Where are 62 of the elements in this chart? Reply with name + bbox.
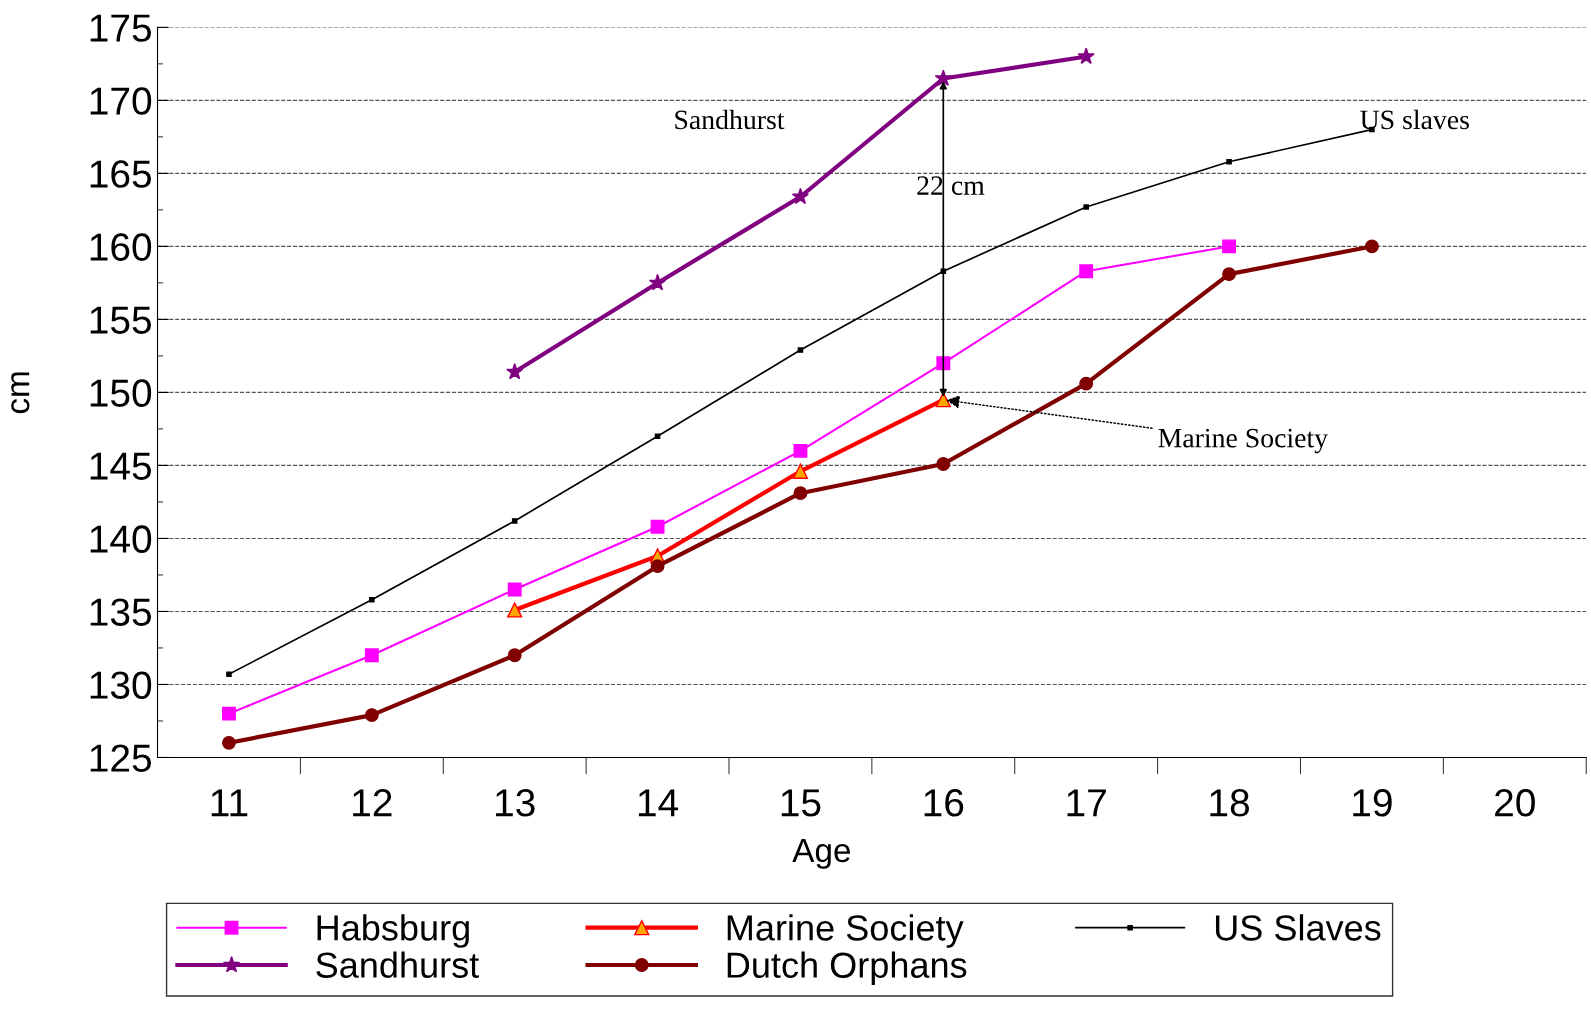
y-axis-title: cm <box>11 372 30 414</box>
x-tick-label: 15 <box>781 789 821 817</box>
annotation: Sandhurst <box>675 109 785 130</box>
x-axis-title: Age <box>792 838 851 869</box>
point <box>1226 158 1232 165</box>
point <box>793 443 808 458</box>
annotation: 22 cm <box>917 176 985 195</box>
point <box>650 559 665 574</box>
point <box>1079 264 1094 279</box>
y-tick-label: 175 <box>90 14 152 42</box>
x-tick-label: 14 <box>638 789 679 817</box>
point <box>654 433 661 440</box>
point <box>791 187 810 205</box>
point <box>1079 376 1094 391</box>
legend-label: Habsburg <box>317 914 469 948</box>
y-tick-label: 160 <box>90 233 152 261</box>
point <box>507 602 523 618</box>
legend-label: US Slaves <box>1215 914 1381 941</box>
point <box>1222 267 1236 282</box>
x-tick-label: 11 <box>211 789 248 817</box>
point <box>221 706 236 721</box>
point <box>369 596 375 603</box>
y-tick-label: 145 <box>90 452 152 480</box>
point <box>364 708 379 723</box>
x-tick-label: 12 <box>353 789 392 817</box>
y-tick-label: 165 <box>90 160 152 188</box>
point <box>797 347 804 353</box>
y-tick-label: 140 <box>90 525 152 553</box>
point <box>364 648 379 663</box>
x-tick-label: 13 <box>496 789 535 817</box>
y-tick-label: 130 <box>90 671 152 699</box>
point <box>936 457 951 471</box>
point <box>1077 47 1095 65</box>
point <box>507 648 522 663</box>
annotation: US slaves <box>1360 109 1469 130</box>
point <box>1364 239 1379 254</box>
point <box>1083 204 1089 210</box>
point <box>511 518 518 524</box>
y-tick-label: 155 <box>90 306 152 334</box>
point <box>650 519 665 534</box>
y-tick-label: 150 <box>90 379 152 407</box>
point <box>507 582 522 597</box>
x-tick-label: 17 <box>1067 789 1106 817</box>
y-tick-label: 125 <box>90 744 152 772</box>
point <box>226 671 232 678</box>
point <box>506 362 524 380</box>
legend-label: Dutch Orphans <box>727 951 967 986</box>
x-tick-label: 19 <box>1353 789 1392 817</box>
point <box>793 486 808 501</box>
x-tick-label: 20 <box>1495 789 1535 817</box>
point <box>648 273 667 291</box>
point <box>792 463 809 479</box>
x-tick-label: 18 <box>1210 789 1249 817</box>
legend-label: Sandhurst <box>316 951 479 978</box>
x-tick-label: 16 <box>924 789 964 817</box>
legend-label: Marine Society <box>727 914 964 948</box>
point <box>934 69 952 86</box>
y-tick-label: 135 <box>90 598 152 626</box>
point <box>1222 239 1236 254</box>
y-tick-label: 170 <box>90 87 152 115</box>
point <box>221 735 236 750</box>
annotation: Marine Society <box>1158 428 1328 454</box>
